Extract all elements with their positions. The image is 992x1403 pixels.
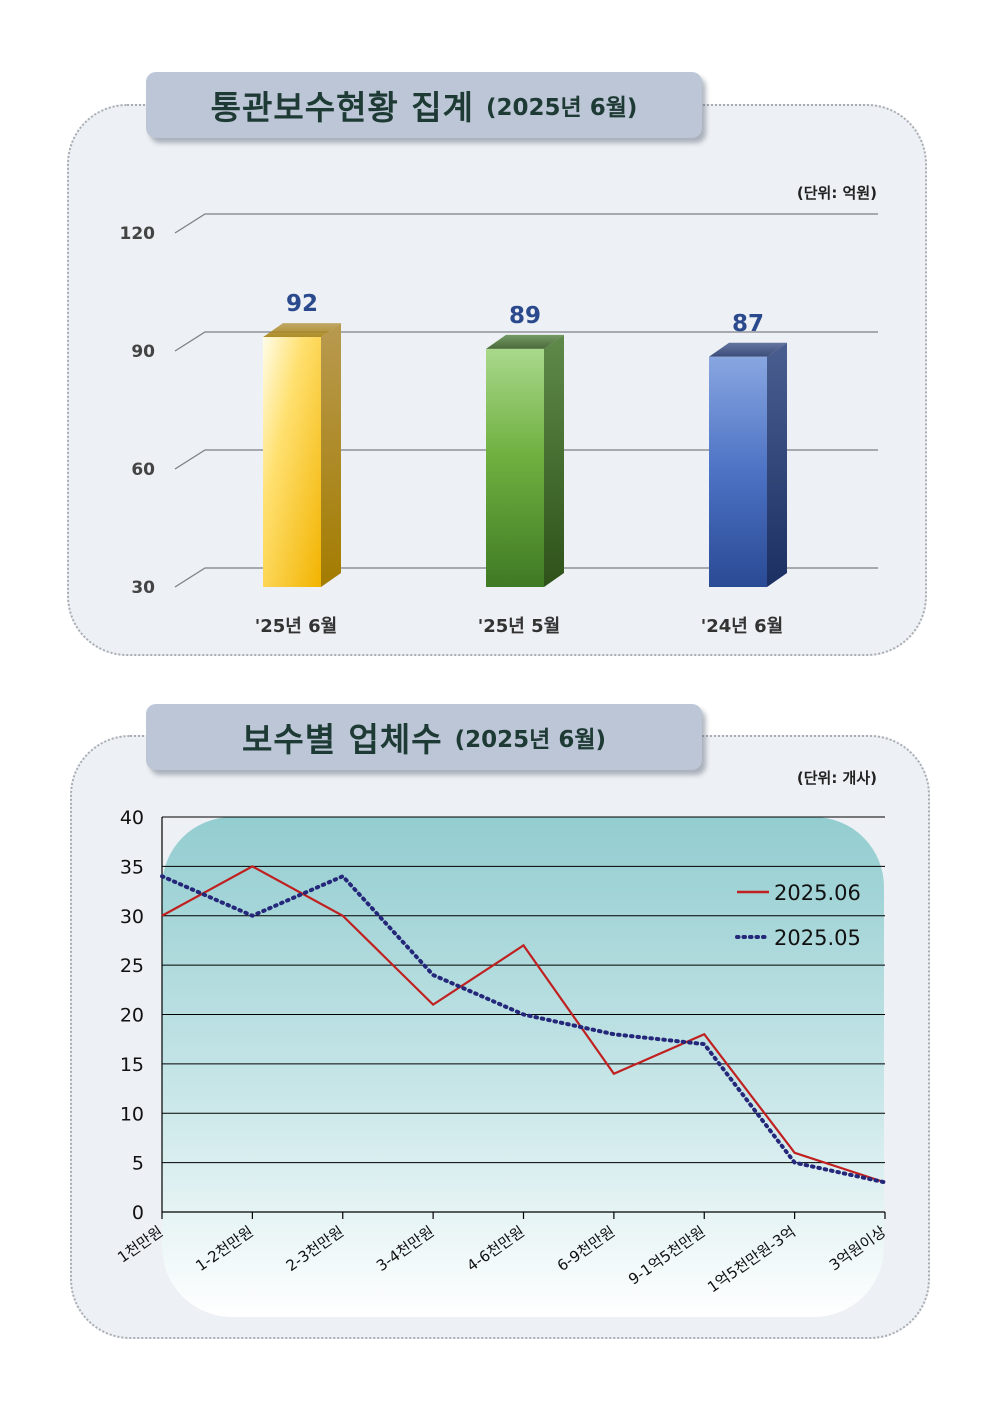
bar-top [486,334,564,349]
bar-value-label: 92 [286,291,318,317]
bar-x-label: '24년 6월 [701,616,783,637]
line-y-tick: 35 [120,856,144,878]
bar [486,334,564,587]
line-chart-legend: 2025.06 2025.05 [735,881,861,950]
bar-chart-value-labels: 92 89 87 [286,291,764,337]
line-chart-axes [161,817,886,1219]
bar-y-tick: 90 [131,342,155,362]
line-x-label: 1천만원 [114,1223,166,1267]
bar-y-tick: 60 [131,460,155,480]
line-chart-unit: (단위: 개사) [797,769,877,787]
bar-y-tick: 30 [131,578,155,598]
bar-side [321,323,341,587]
bar-side [767,342,787,587]
bar-chart-title-tab: 통관보수현황 집계 (2025년 6월) [146,72,702,138]
series-line-2025-06 [161,865,886,1184]
line-y-tick: 25 [120,955,144,977]
legend-label-2025-05: 2025.05 [774,926,861,950]
bar-chart-title: 통관보수현황 집계 [210,88,474,127]
line-chart-plot-bg [162,817,884,1317]
line-y-tick: 0 [132,1202,144,1224]
line-y-tick: 20 [120,1005,144,1027]
bar-chart-unit: (단위: 억원) [797,184,877,202]
bar-value-label: 89 [509,303,541,329]
line-y-tick: 30 [120,906,144,928]
bar-chart-x-labels: '25년 6월 '25년 5월 '24년 6월 [255,616,783,637]
bar-x-label: '25년 6월 [255,616,337,637]
bar [263,323,341,587]
bar-gridline [174,331,878,352]
bar-chart-gridlines [174,213,878,588]
bar-chart-subtitle: (2025년 6월) [486,95,638,121]
bar-front [709,356,767,587]
bar-x-label: '25년 5월 [478,616,560,637]
legend-label-2025-06: 2025.06 [774,881,861,905]
bar-gridline [174,449,878,470]
bar-y-tick: 120 [120,224,156,244]
bar-chart-bars [263,323,787,587]
bar-front [263,337,321,587]
bar-value-label: 87 [732,311,764,337]
line-chart-series [160,865,887,1185]
bar [709,342,787,587]
bar-side [544,334,564,587]
bar-top [263,323,341,338]
line-chart-subtitle: (2025년 6월) [454,727,607,753]
bar-front [486,348,544,587]
series-line-2025-05 [160,873,887,1185]
line-chart-title-tab: 보수별 업체수 (2025년 6월) [146,704,702,770]
bar-chart-y-ticks: 30 60 90 120 [120,224,156,598]
bar-top [709,342,787,357]
line-y-tick: 5 [132,1153,144,1175]
bar-gridline [174,213,878,234]
line-y-tick: 15 [120,1054,144,1076]
line-chart-y-ticks: 0 5 10 15 20 25 30 35 40 [120,807,144,1224]
bar-gridline [174,567,878,588]
line-y-tick: 40 [120,807,144,829]
line-chart-title: 보수별 업체수 [241,720,443,759]
line-y-tick: 10 [120,1103,144,1125]
